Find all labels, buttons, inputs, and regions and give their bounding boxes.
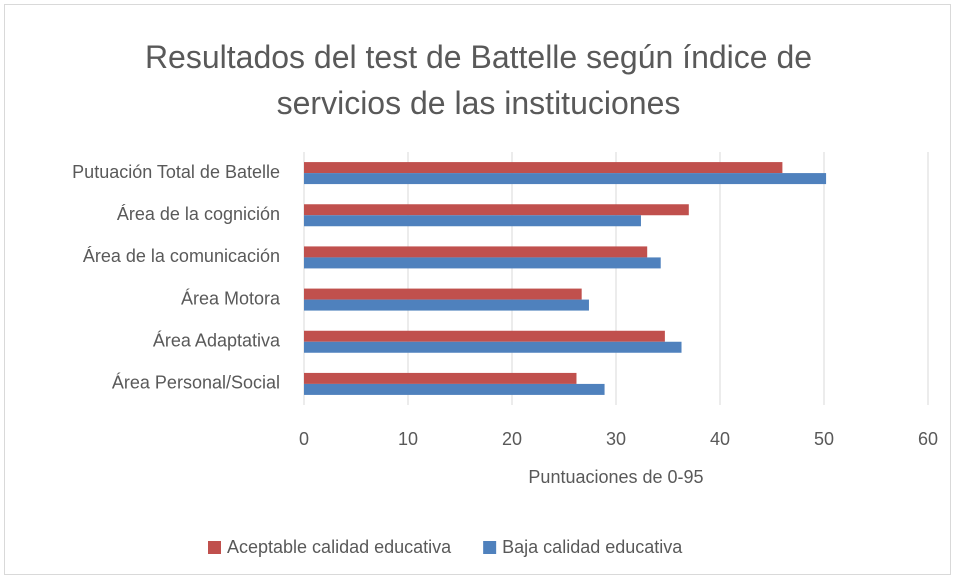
bar xyxy=(304,288,582,300)
x-tick-label: 0 xyxy=(299,429,309,449)
legend-swatch xyxy=(208,541,221,554)
x-tick-label: 10 xyxy=(398,429,418,449)
bar xyxy=(304,383,605,395)
chart-title: Resultados del test de Battelle según ín… xyxy=(144,39,813,121)
legend-label: Aceptable calidad educativa xyxy=(227,537,452,557)
y-tick-label: Área de la comunicación xyxy=(83,246,280,266)
x-tick-label: 20 xyxy=(502,429,522,449)
x-tick-label: 60 xyxy=(918,429,938,449)
x-tick-label: 40 xyxy=(710,429,730,449)
bar xyxy=(304,215,641,227)
chart-frame xyxy=(4,4,951,575)
bar xyxy=(304,162,783,174)
y-tick-label: Área Adaptativa xyxy=(153,331,281,351)
legend-swatch xyxy=(483,541,497,554)
y-tick-label: Área Personal/Social xyxy=(112,373,280,393)
bar xyxy=(304,299,589,311)
y-tick-label: Área Motora xyxy=(181,288,281,308)
x-tick-label: 50 xyxy=(814,429,834,449)
bar xyxy=(304,372,577,384)
x-axis-title: Puntuaciones de 0-95 xyxy=(528,467,703,487)
bar xyxy=(304,257,661,269)
bar xyxy=(304,173,827,185)
bar xyxy=(304,204,689,216)
bar xyxy=(304,341,682,353)
bar xyxy=(304,246,648,258)
bar xyxy=(304,330,665,342)
x-tick-label: 30 xyxy=(606,429,626,449)
y-tick-label: Putuación Total de Batelle xyxy=(72,162,280,182)
legend-label: Baja calidad educativa xyxy=(502,537,683,557)
y-tick-label: Área de la cognición xyxy=(117,204,280,224)
